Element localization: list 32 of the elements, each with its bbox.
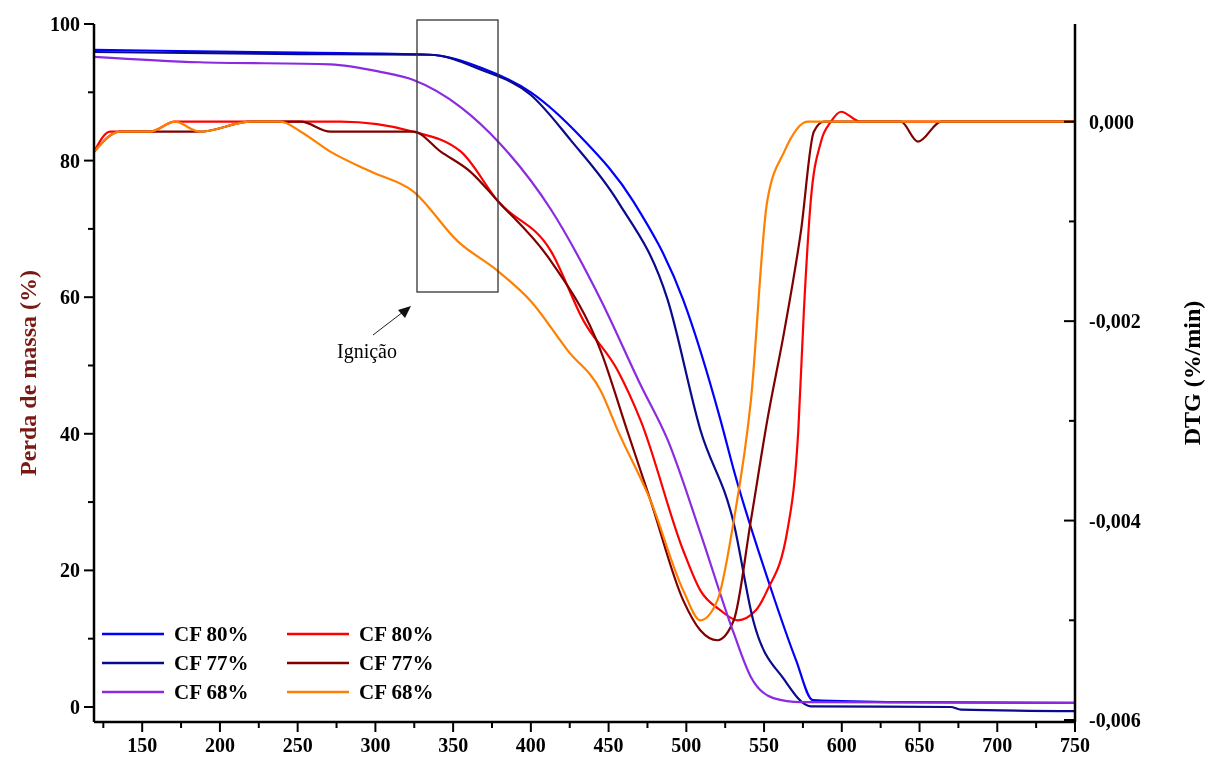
legend-label: CF 80% [359, 622, 434, 646]
y-tick-label: 20 [60, 559, 80, 582]
y2-tick-label: 0,000 [1089, 110, 1134, 133]
y2-tick-label: -0,002 [1089, 310, 1141, 333]
y-tick-label: 0 [70, 695, 80, 718]
legend-label: CF 68% [359, 680, 434, 704]
legend-label: CF 77% [359, 651, 434, 675]
x-tick-label: 300 [360, 734, 391, 756]
x-tick-label: 750 [1060, 734, 1090, 756]
x-tick-label: 350 [438, 734, 469, 756]
y2-axis-title: DTG (%/min) [1179, 300, 1205, 446]
x-tick-label: 650 [904, 734, 935, 756]
y2-tick-label: -0,004 [1089, 509, 1141, 532]
y-axis-title: Perda de massa (%) [15, 270, 41, 476]
legend-label: CF 80% [174, 622, 249, 646]
x-tick-label: 450 [593, 734, 624, 756]
x-tick-label: 150 [127, 734, 158, 756]
y-tick-label: 40 [60, 422, 80, 445]
y2-tick-label: -0,006 [1089, 709, 1141, 732]
x-tick-label: 200 [204, 734, 235, 756]
y-tick-label: 60 [60, 286, 80, 309]
y-tick-label: 80 [60, 149, 80, 172]
legend-label: CF 68% [174, 680, 249, 704]
y-tick-label: 100 [50, 13, 80, 35]
x-tick-label: 700 [982, 734, 1013, 756]
legend-label: CF 77% [174, 651, 249, 675]
annotation: Ignição [337, 340, 397, 363]
x-tick-label: 400 [515, 734, 546, 756]
x-tick-label: 600 [826, 734, 857, 756]
x-tick-label: 500 [671, 734, 702, 756]
x-tick-label: 250 [282, 734, 313, 756]
x-tick-label: 550 [749, 734, 780, 756]
